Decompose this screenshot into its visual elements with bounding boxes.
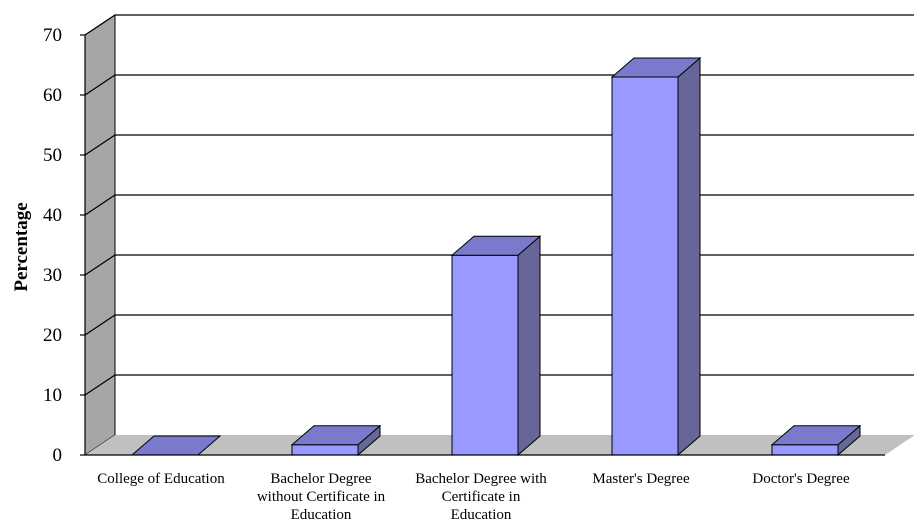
x-tick-label: Bachelor Degree with Certificate in Educat… bbox=[415, 471, 547, 523]
bar-side bbox=[518, 236, 540, 455]
x-tick-label: Doctor's Degree bbox=[752, 471, 850, 487]
y-tick-label: 50 bbox=[43, 145, 62, 166]
bar-front bbox=[452, 255, 518, 455]
y-axis-title: Percentage bbox=[11, 202, 32, 291]
x-tick-label: College of Education bbox=[97, 471, 225, 487]
side-wall bbox=[85, 15, 115, 455]
y-tick-label: 10 bbox=[43, 385, 62, 406]
x-axis: College of Education Bachelor Degree witho… bbox=[85, 455, 885, 523]
bar-front bbox=[292, 445, 358, 455]
bar bbox=[452, 236, 540, 455]
x-tick-label: Bachelor Degree without Certificate in Edu… bbox=[257, 471, 386, 523]
bar bbox=[612, 58, 700, 455]
bar-front bbox=[772, 445, 838, 455]
bar-front bbox=[612, 77, 678, 455]
y-tick-label: 40 bbox=[43, 205, 62, 226]
bar-side bbox=[678, 58, 700, 455]
y-tick-label: 0 bbox=[53, 445, 63, 466]
x-tick-label: Master's Degree bbox=[592, 471, 690, 487]
y-tick-label: 30 bbox=[43, 265, 62, 286]
y-tick-label: 70 bbox=[43, 25, 62, 46]
y-axis: 0 10 20 30 40 50 60 70 bbox=[43, 25, 85, 466]
y-tick-label: 60 bbox=[43, 85, 62, 106]
y-tick-label: 20 bbox=[43, 325, 62, 346]
